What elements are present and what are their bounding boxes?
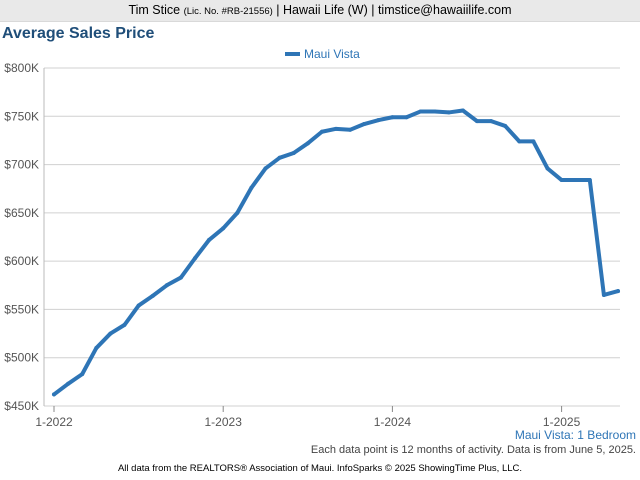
data-point: [446, 110, 451, 115]
legend-label: Maui Vista: [304, 47, 360, 61]
data-credits: All data from the REALTORS® Association …: [117, 463, 523, 474]
data-point: [559, 178, 564, 183]
data-point: [573, 178, 578, 183]
data-point: [80, 372, 85, 377]
y-tick-label: $650K: [4, 206, 39, 220]
data-point: [489, 119, 494, 124]
series-description: Maui Vista: 1 Bedroom: [514, 428, 636, 442]
data-note: Each data point is 12 months of activity…: [310, 444, 636, 456]
data-point: [531, 139, 536, 144]
data-point: [601, 292, 606, 297]
y-tick-label: $450K: [4, 399, 39, 413]
x-axis: 1-2022 1-2023 1-2024 1-2025: [35, 406, 581, 429]
data-point: [94, 346, 99, 351]
data-point: [517, 139, 522, 144]
data-point: [178, 275, 183, 280]
series-line-maui-vista: [52, 108, 620, 397]
legend: Maui Vista: [285, 47, 360, 61]
y-tick-label: $700K: [4, 158, 39, 172]
data-point: [545, 166, 550, 171]
data-point: [348, 127, 353, 132]
data-point: [66, 381, 71, 386]
data-point: [432, 109, 437, 114]
data-point: [122, 322, 127, 327]
data-point: [193, 256, 197, 261]
data-point: [475, 119, 479, 124]
y-tick-label: $600K: [4, 254, 39, 268]
agent-name: Tim Stice: [128, 3, 181, 17]
data-point: [418, 109, 423, 114]
data-point: [52, 392, 56, 397]
agent-contact: | Hawaii Life (W) | timstice@hawaiilife.…: [276, 3, 512, 17]
data-point: [291, 150, 296, 155]
y-tick-label: $500K: [4, 351, 39, 365]
data-point: [136, 303, 141, 308]
y-tick-label: $550K: [4, 302, 39, 316]
data-point: [503, 123, 508, 128]
y-tick-label: $800K: [4, 61, 39, 75]
y-axis: $450K $500K $550K $600K $650K $700K $750K $800K: [4, 61, 45, 413]
data-point: [263, 166, 268, 171]
data-point: [390, 115, 395, 120]
data-point: [460, 108, 465, 113]
data-point: [334, 126, 338, 131]
license-number: (Lic. No. #RB-21556): [183, 6, 273, 17]
chart-title: Average Sales Price: [2, 25, 155, 42]
x-tick-label: 1-2023: [205, 415, 243, 429]
x-tick-label: 1-2024: [374, 415, 412, 429]
data-point: [404, 115, 409, 120]
data-point: [362, 122, 367, 127]
data-point: [319, 129, 324, 134]
grid-lines: [44, 67, 620, 407]
data-point: [277, 155, 282, 160]
agent-header: Tim Stice (Lic. No. #RB-21556) | Hawaii …: [0, 0, 640, 22]
x-tick-label: 1-2025: [543, 415, 581, 429]
y-tick-label: $750K: [4, 109, 39, 123]
series-layer: [52, 108, 620, 397]
data-point: [616, 289, 620, 294]
data-point: [235, 210, 240, 215]
data-point: [587, 178, 592, 183]
data-point: [249, 185, 254, 190]
x-tick-label: 1-2022: [35, 415, 73, 429]
data-point: [150, 293, 155, 298]
data-point: [108, 331, 113, 336]
data-point: [305, 141, 310, 146]
data-point: [221, 226, 226, 231]
data-point: [164, 283, 169, 288]
data-point: [376, 118, 381, 123]
data-point: [207, 237, 212, 242]
